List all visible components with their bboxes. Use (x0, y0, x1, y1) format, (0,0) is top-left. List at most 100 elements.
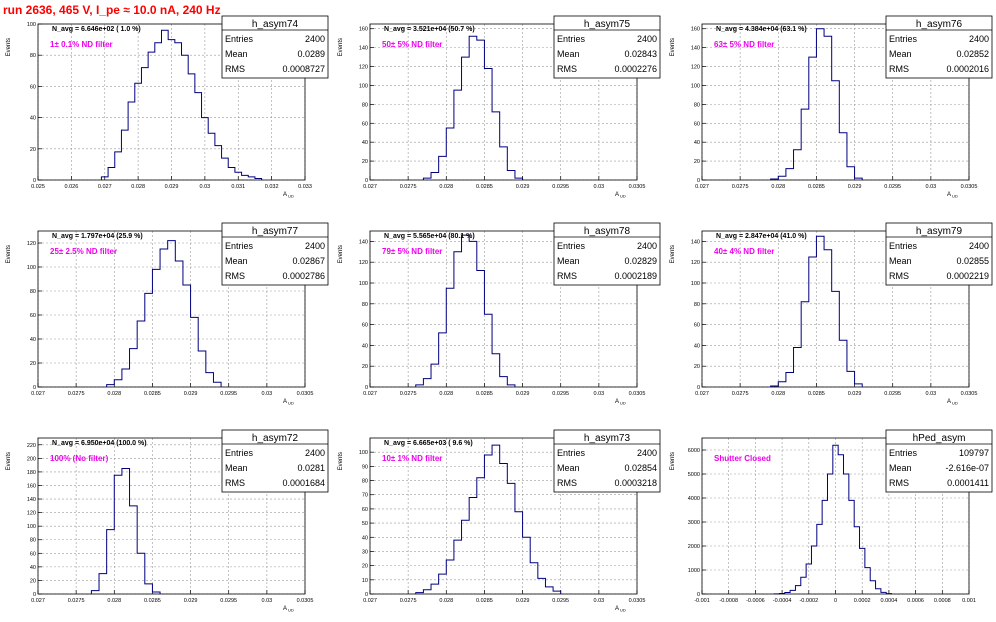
stats-value-entries: 2400 (637, 448, 657, 458)
x-axis-label-subscript: UD (288, 194, 294, 199)
y-tick-label: 60 (694, 323, 700, 329)
stats-label-entries: Entries (557, 34, 586, 44)
histogram-bin (141, 68, 148, 180)
y-tick-label: 40 (30, 337, 36, 343)
histogram-bin (824, 36, 832, 180)
filter-annotation: Shutter Closed (714, 454, 771, 463)
x-axis-label: AUD (947, 399, 958, 406)
histogram-bin (206, 373, 214, 387)
y-tick-label: 180 (27, 470, 36, 476)
stats-label-entries: Entries (225, 241, 254, 251)
plot-frame (37, 437, 306, 595)
stats-box (553, 429, 661, 493)
y-tick-label: 50 (362, 521, 368, 527)
x-tick-label: 0.0305 (297, 391, 314, 397)
stats-value-entries: 2400 (969, 241, 989, 251)
histogram-svg-h_asym73: 0.027 0.0275 0.028 0.0285 0.029 0.0295 0.03 0.0… (338, 429, 661, 613)
histogram-bin (786, 169, 794, 180)
x-tick-label: 0.027 (98, 184, 112, 190)
histogram-bin (849, 500, 854, 594)
y-tick-label: 80 (362, 302, 368, 308)
stats-box (885, 429, 993, 493)
histogram-bin (778, 176, 786, 180)
y-axis-label: Events (338, 38, 344, 56)
x-tick-label: 0.03 (593, 184, 604, 190)
histogram-bin (817, 524, 822, 594)
x-axis-label: AUD (283, 399, 294, 406)
histogram-bin (839, 340, 847, 387)
y-tick-label: 120 (359, 65, 368, 71)
histogram-bin (160, 249, 168, 387)
y-tick-label: 0 (365, 592, 368, 598)
histogram-bin (801, 577, 806, 594)
x-axis-label: AUD (615, 606, 626, 613)
filter-annotation: 100% (No filter) (50, 454, 109, 463)
stats-label-mean: Mean (225, 256, 248, 266)
plot-frame (701, 23, 970, 181)
stats-label-entries: Entries (889, 34, 918, 44)
plot-frame (701, 230, 970, 388)
x-tick-label: 0.0275 (732, 184, 749, 190)
histogram-bin (778, 382, 786, 387)
y-tick-label: 60 (30, 551, 36, 557)
histogram-bin (507, 171, 515, 180)
x-tick-label: 0.028 (439, 391, 453, 397)
y-tick-label: 20 (30, 578, 36, 584)
histogram-bin (137, 553, 145, 594)
x-axis-label: AUD (283, 192, 294, 199)
x-tick-label: 0.028 (107, 391, 121, 397)
y-tick-label: 80 (694, 302, 700, 308)
y-tick-label: 4000 (688, 496, 700, 502)
y-tick-label: 140 (359, 46, 368, 52)
filter-annotation: 63± 5% ND filter (714, 40, 774, 49)
y-tick-label: 20 (694, 159, 700, 165)
stats-value-entries: 2400 (637, 34, 657, 44)
histogram-bin (191, 317, 199, 387)
x-tick-label: 0.0275 (400, 391, 417, 397)
y-tick-label: 100 (691, 83, 700, 89)
x-tick-label: 0.0285 (144, 391, 161, 397)
histogram-bin (130, 349, 138, 387)
navg-label: N_avg = 6.950e+04 (100.0 %) (52, 440, 147, 447)
stats-label-mean: Mean (557, 49, 580, 59)
x-tick-label: 0.028 (107, 598, 121, 604)
histogram-bin (827, 474, 832, 594)
histogram-bin (492, 112, 500, 180)
stats-value-mean: -2.616e-07 (945, 463, 989, 473)
stats-label-rms: RMS (889, 271, 909, 281)
x-tick-label: -0.001 (694, 598, 710, 604)
histogram-bin (538, 578, 546, 594)
histogram-svg-h_asym76: 0.027 0.0275 0.028 0.0285 0.029 0.0295 0.03 0.0… (670, 15, 993, 199)
histogram-line (100, 29, 263, 180)
histogram-bin (431, 172, 439, 180)
y-tick-label: 0 (33, 385, 36, 391)
stats-value-entries: 2400 (637, 241, 657, 251)
x-tick-label: 0.027 (31, 598, 45, 604)
y-tick-label: 200 (27, 456, 36, 462)
x-tick-label: 0.025 (31, 184, 45, 190)
stats-value-rms: 0.0002276 (614, 64, 657, 74)
y-tick-label: 1000 (688, 568, 700, 574)
navg-label: N_avg = 2.847e+04 (41.0 %) (716, 233, 807, 240)
y-tick-label: 40 (362, 343, 368, 349)
stats-title: hPed_asym (913, 433, 966, 444)
x-axis-label-subscript: UD (288, 608, 294, 613)
histogram-bin (198, 351, 206, 387)
y-axis-label: Events (6, 245, 12, 263)
x-tick-label: 0.0295 (884, 184, 901, 190)
stats-box (885, 15, 993, 79)
plot-frame (369, 23, 638, 181)
x-tick-label: 0.001 (962, 598, 976, 604)
histogram-panel-h_asym78: 0.027 0.0275 0.028 0.0285 0.029 0.0295 0.03 0.0… (332, 207, 664, 414)
y-axis-label: Events (6, 452, 12, 470)
x-tick-label: 0.029 (184, 598, 198, 604)
histogram-bin (477, 478, 485, 594)
histogram-bin (809, 257, 817, 387)
x-tick-label: 0.03 (593, 391, 604, 397)
histogram-svg-h_asym74: 0.025 0.026 0.027 0.028 0.029 0.03 0.031 0.032 0… (6, 15, 329, 199)
stats-title: h_asym73 (584, 433, 631, 444)
y-axis-label: Events (338, 245, 344, 263)
x-axis-label-subscript: UD (952, 194, 958, 199)
plot-frame (701, 437, 970, 595)
histogram-bin (423, 379, 431, 387)
